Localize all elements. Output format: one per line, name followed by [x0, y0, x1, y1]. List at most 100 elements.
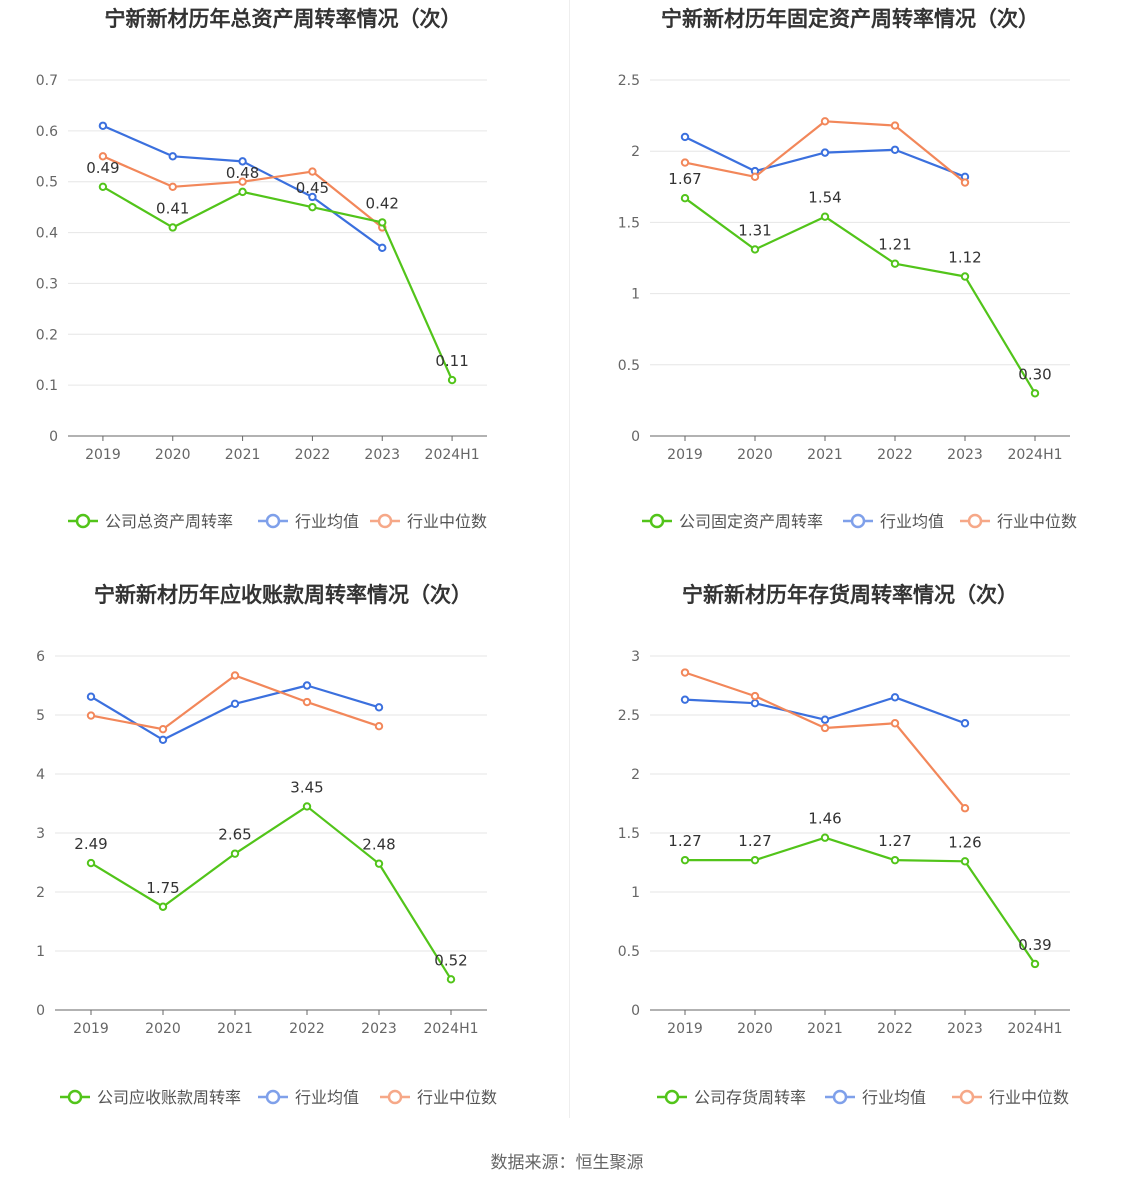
data-point-median [820, 117, 830, 126]
y-tick-label: 0.1 [36, 378, 58, 394]
x-tick-label: 2021 [807, 447, 843, 463]
y-tick-label: 0 [36, 1003, 45, 1019]
data-point-company [98, 182, 108, 192]
chart-title: 宁新新材历年总资产周转率情况（次） [105, 7, 462, 31]
y-tick-label: 3 [36, 826, 45, 842]
x-tick-label: 2019 [73, 1021, 109, 1037]
y-tick-label: 2.5 [618, 708, 640, 724]
data-point-company [308, 202, 317, 212]
data-point-average [750, 699, 760, 708]
y-tick-label: 3 [631, 649, 640, 665]
series-line-median [684, 671, 966, 809]
data-point-average [86, 692, 96, 701]
legend-marker-company [664, 1089, 680, 1105]
data-point-average [230, 699, 240, 708]
y-tick-label: 4 [36, 767, 45, 783]
y-tick-label: 1 [631, 287, 640, 303]
x-tick-label: 2021 [225, 447, 261, 463]
data-point-average [374, 703, 384, 712]
x-tick-label: 2022 [289, 1021, 325, 1037]
data-point-company [374, 859, 384, 868]
data-label: 1.27 [668, 832, 701, 850]
y-tick-label: 1 [631, 885, 640, 901]
y-tick-label: 6 [36, 649, 45, 665]
data-point-median [230, 671, 240, 680]
data-label: 1.27 [878, 832, 911, 850]
x-tick-label: 2024H1 [425, 447, 480, 463]
data-point-company [680, 193, 690, 203]
data-point-company [238, 187, 247, 197]
x-tick-label: 2020 [737, 447, 773, 463]
data-point-company [447, 375, 457, 385]
x-tick-label: 2023 [947, 1021, 983, 1037]
y-tick-label: 0.4 [36, 226, 58, 242]
data-point-average [680, 695, 690, 704]
legend-marker-median [387, 1089, 403, 1105]
y-tick-label: 0.6 [36, 124, 58, 140]
legend-marker-median [959, 1089, 975, 1105]
data-point-company [750, 855, 760, 865]
data-label: 1.21 [878, 236, 911, 254]
y-tick-label: 1.5 [618, 826, 640, 842]
data-label: 1.75 [146, 879, 179, 897]
data-point-company [86, 858, 96, 868]
legend-marker-median [377, 513, 393, 529]
data-point-average [820, 148, 830, 157]
chart-svg: 宁新新材历年应收账款周转率情况（次） 0 1 2 3 4 5 6 2019 2020 2021 202… [36, 583, 497, 1107]
data-point-company [158, 902, 168, 911]
x-tick-label: 2019 [667, 447, 703, 463]
data-point-median [98, 152, 108, 161]
y-tick-label: 1 [36, 944, 45, 960]
legend-label-company: 公司应收账款周转率 [97, 1088, 241, 1107]
legend-marker-average [850, 513, 866, 529]
data-point-company [890, 259, 900, 268]
chart-receivables-turnover: 宁新新材历年应收账款周转率情况（次） 0 1 2 3 4 5 6 2019 2020 2021 202… [0, 576, 567, 1152]
data-point-median [168, 182, 177, 192]
data-source: 数据来源：恒生聚源 [490, 1153, 644, 1173]
data-point-median [820, 723, 830, 733]
y-tick-label: 0 [49, 429, 58, 445]
x-tick-label: 2022 [877, 1021, 913, 1037]
data-point-company [820, 212, 830, 221]
y-tick-label: 5 [36, 708, 45, 724]
series-line-company [90, 805, 452, 980]
data-point-median [374, 722, 384, 731]
x-tick-label: 2020 [145, 1021, 181, 1037]
data-point-median [238, 177, 247, 186]
chart-title: 宁新新材历年存货周转率情况（次） [682, 583, 1018, 607]
legend-marker-average [265, 513, 281, 529]
chart-svg: 宁新新材历年总资产周转率情况（次） 0 0.1 0.2 0.3 0.4 0.5 0.6 0.7 2… [36, 7, 487, 531]
data-point-company [820, 833, 830, 842]
data-point-median [960, 178, 970, 187]
legend-label-median: 行业中位数 [997, 512, 1077, 531]
x-tick-label: 2021 [217, 1021, 253, 1037]
data-label: 2.49 [74, 835, 107, 853]
data-point-average [680, 132, 690, 142]
legend-marker-company [649, 513, 665, 529]
data-point-company [750, 245, 760, 254]
chart-total-asset-turnover: 宁新新材历年总资产周转率情况（次） 0 0.1 0.2 0.3 0.4 0.5 0.6 0.7 2… [0, 0, 567, 576]
x-tick-label: 2022 [295, 447, 331, 463]
y-tick-label: 0.5 [618, 944, 640, 960]
data-point-average [238, 157, 247, 166]
data-label: 1.46 [808, 810, 841, 828]
data-point-average [158, 735, 168, 744]
data-label: 0.49 [86, 159, 119, 177]
chart-svg: 宁新新材历年存货周转率情况（次） 0 0.5 1 1.5 2 2.5 3 2019 2020 202… [618, 583, 1070, 1107]
data-label: 0.48 [226, 164, 259, 182]
legend-label-company: 公司固定资产周转率 [679, 512, 823, 531]
data-label: 0.41 [156, 199, 189, 217]
y-tick-label: 0.5 [36, 175, 58, 191]
y-tick-label: 0 [631, 1003, 640, 1019]
data-point-median [750, 172, 760, 182]
legend-label-median: 行业中位数 [989, 1088, 1069, 1107]
y-tick-label: 2 [631, 144, 640, 160]
data-point-median [750, 691, 760, 701]
data-point-average [890, 693, 900, 702]
x-tick-label: 2019 [85, 447, 121, 463]
data-point-company [890, 855, 900, 865]
y-tick-label: 2 [631, 767, 640, 783]
data-point-average [308, 192, 317, 202]
legend-marker-company [67, 1089, 83, 1105]
legend-label-average: 行业均值 [880, 512, 944, 531]
